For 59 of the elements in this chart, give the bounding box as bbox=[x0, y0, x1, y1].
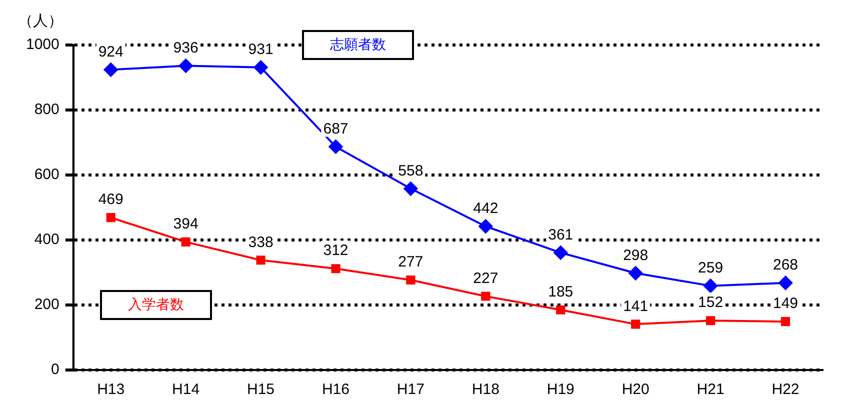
data-label: 936 bbox=[173, 39, 198, 56]
data-label: 185 bbox=[548, 284, 574, 301]
point bbox=[254, 60, 268, 74]
point bbox=[331, 264, 340, 274]
data-label: 361 bbox=[548, 226, 574, 244]
y-axis-title: （人） bbox=[18, 12, 63, 30]
data-label: 149 bbox=[773, 295, 798, 312]
y-tick-label: 600 bbox=[34, 166, 60, 184]
point bbox=[778, 276, 793, 290]
point bbox=[178, 58, 193, 73]
data-label: 558 bbox=[398, 162, 424, 180]
data-label: 394 bbox=[173, 216, 198, 233]
data-label: 141 bbox=[623, 298, 648, 315]
point bbox=[404, 182, 418, 196]
x-tick-label: H20 bbox=[622, 381, 650, 398]
x-tick-label: H18 bbox=[472, 381, 500, 398]
data-label: 442 bbox=[473, 200, 498, 217]
x-tick-label: H17 bbox=[396, 381, 424, 398]
data-label: 338 bbox=[248, 234, 274, 251]
y-tick-label: 0 bbox=[51, 361, 60, 378]
x-tick-label: H15 bbox=[247, 381, 275, 398]
data-label: 312 bbox=[323, 242, 348, 260]
point bbox=[628, 266, 643, 280]
name-box: 入学者数 bbox=[100, 290, 212, 320]
point bbox=[478, 219, 493, 234]
data-label: 931 bbox=[248, 41, 274, 58]
y-tick-label: 1000 bbox=[26, 36, 60, 54]
data-label: 924 bbox=[98, 43, 124, 60]
data-label: 277 bbox=[398, 254, 424, 271]
y-tick-label: 800 bbox=[34, 101, 60, 118]
point bbox=[406, 275, 416, 285]
data-label: 298 bbox=[623, 246, 648, 264]
data-label: 259 bbox=[698, 259, 724, 276]
x-tick-label: H22 bbox=[772, 381, 800, 398]
data-label: 469 bbox=[98, 191, 124, 208]
data-label: 687 bbox=[323, 120, 348, 138]
point bbox=[181, 237, 190, 246]
point bbox=[481, 292, 490, 301]
point bbox=[554, 246, 568, 260]
point bbox=[104, 62, 118, 77]
y-tick-label: 400 bbox=[34, 231, 60, 248]
point bbox=[704, 278, 718, 293]
point bbox=[631, 320, 640, 329]
x-tick-label: H21 bbox=[696, 381, 724, 398]
point bbox=[328, 140, 343, 154]
data-label: 268 bbox=[773, 256, 798, 274]
x-tick-label: H16 bbox=[322, 381, 350, 398]
point bbox=[706, 316, 716, 326]
y-tick-label: 200 bbox=[34, 296, 60, 314]
point bbox=[106, 213, 116, 222]
name-box: 志願者数 bbox=[302, 30, 414, 60]
x-tick-label: H13 bbox=[97, 381, 125, 398]
data-label: 152 bbox=[698, 294, 724, 312]
point bbox=[780, 317, 790, 326]
data-label: 227 bbox=[473, 270, 498, 287]
point bbox=[556, 305, 566, 314]
x-tick-label: H14 bbox=[172, 381, 200, 398]
x-tick-label: H19 bbox=[546, 381, 574, 398]
point bbox=[256, 256, 266, 265]
